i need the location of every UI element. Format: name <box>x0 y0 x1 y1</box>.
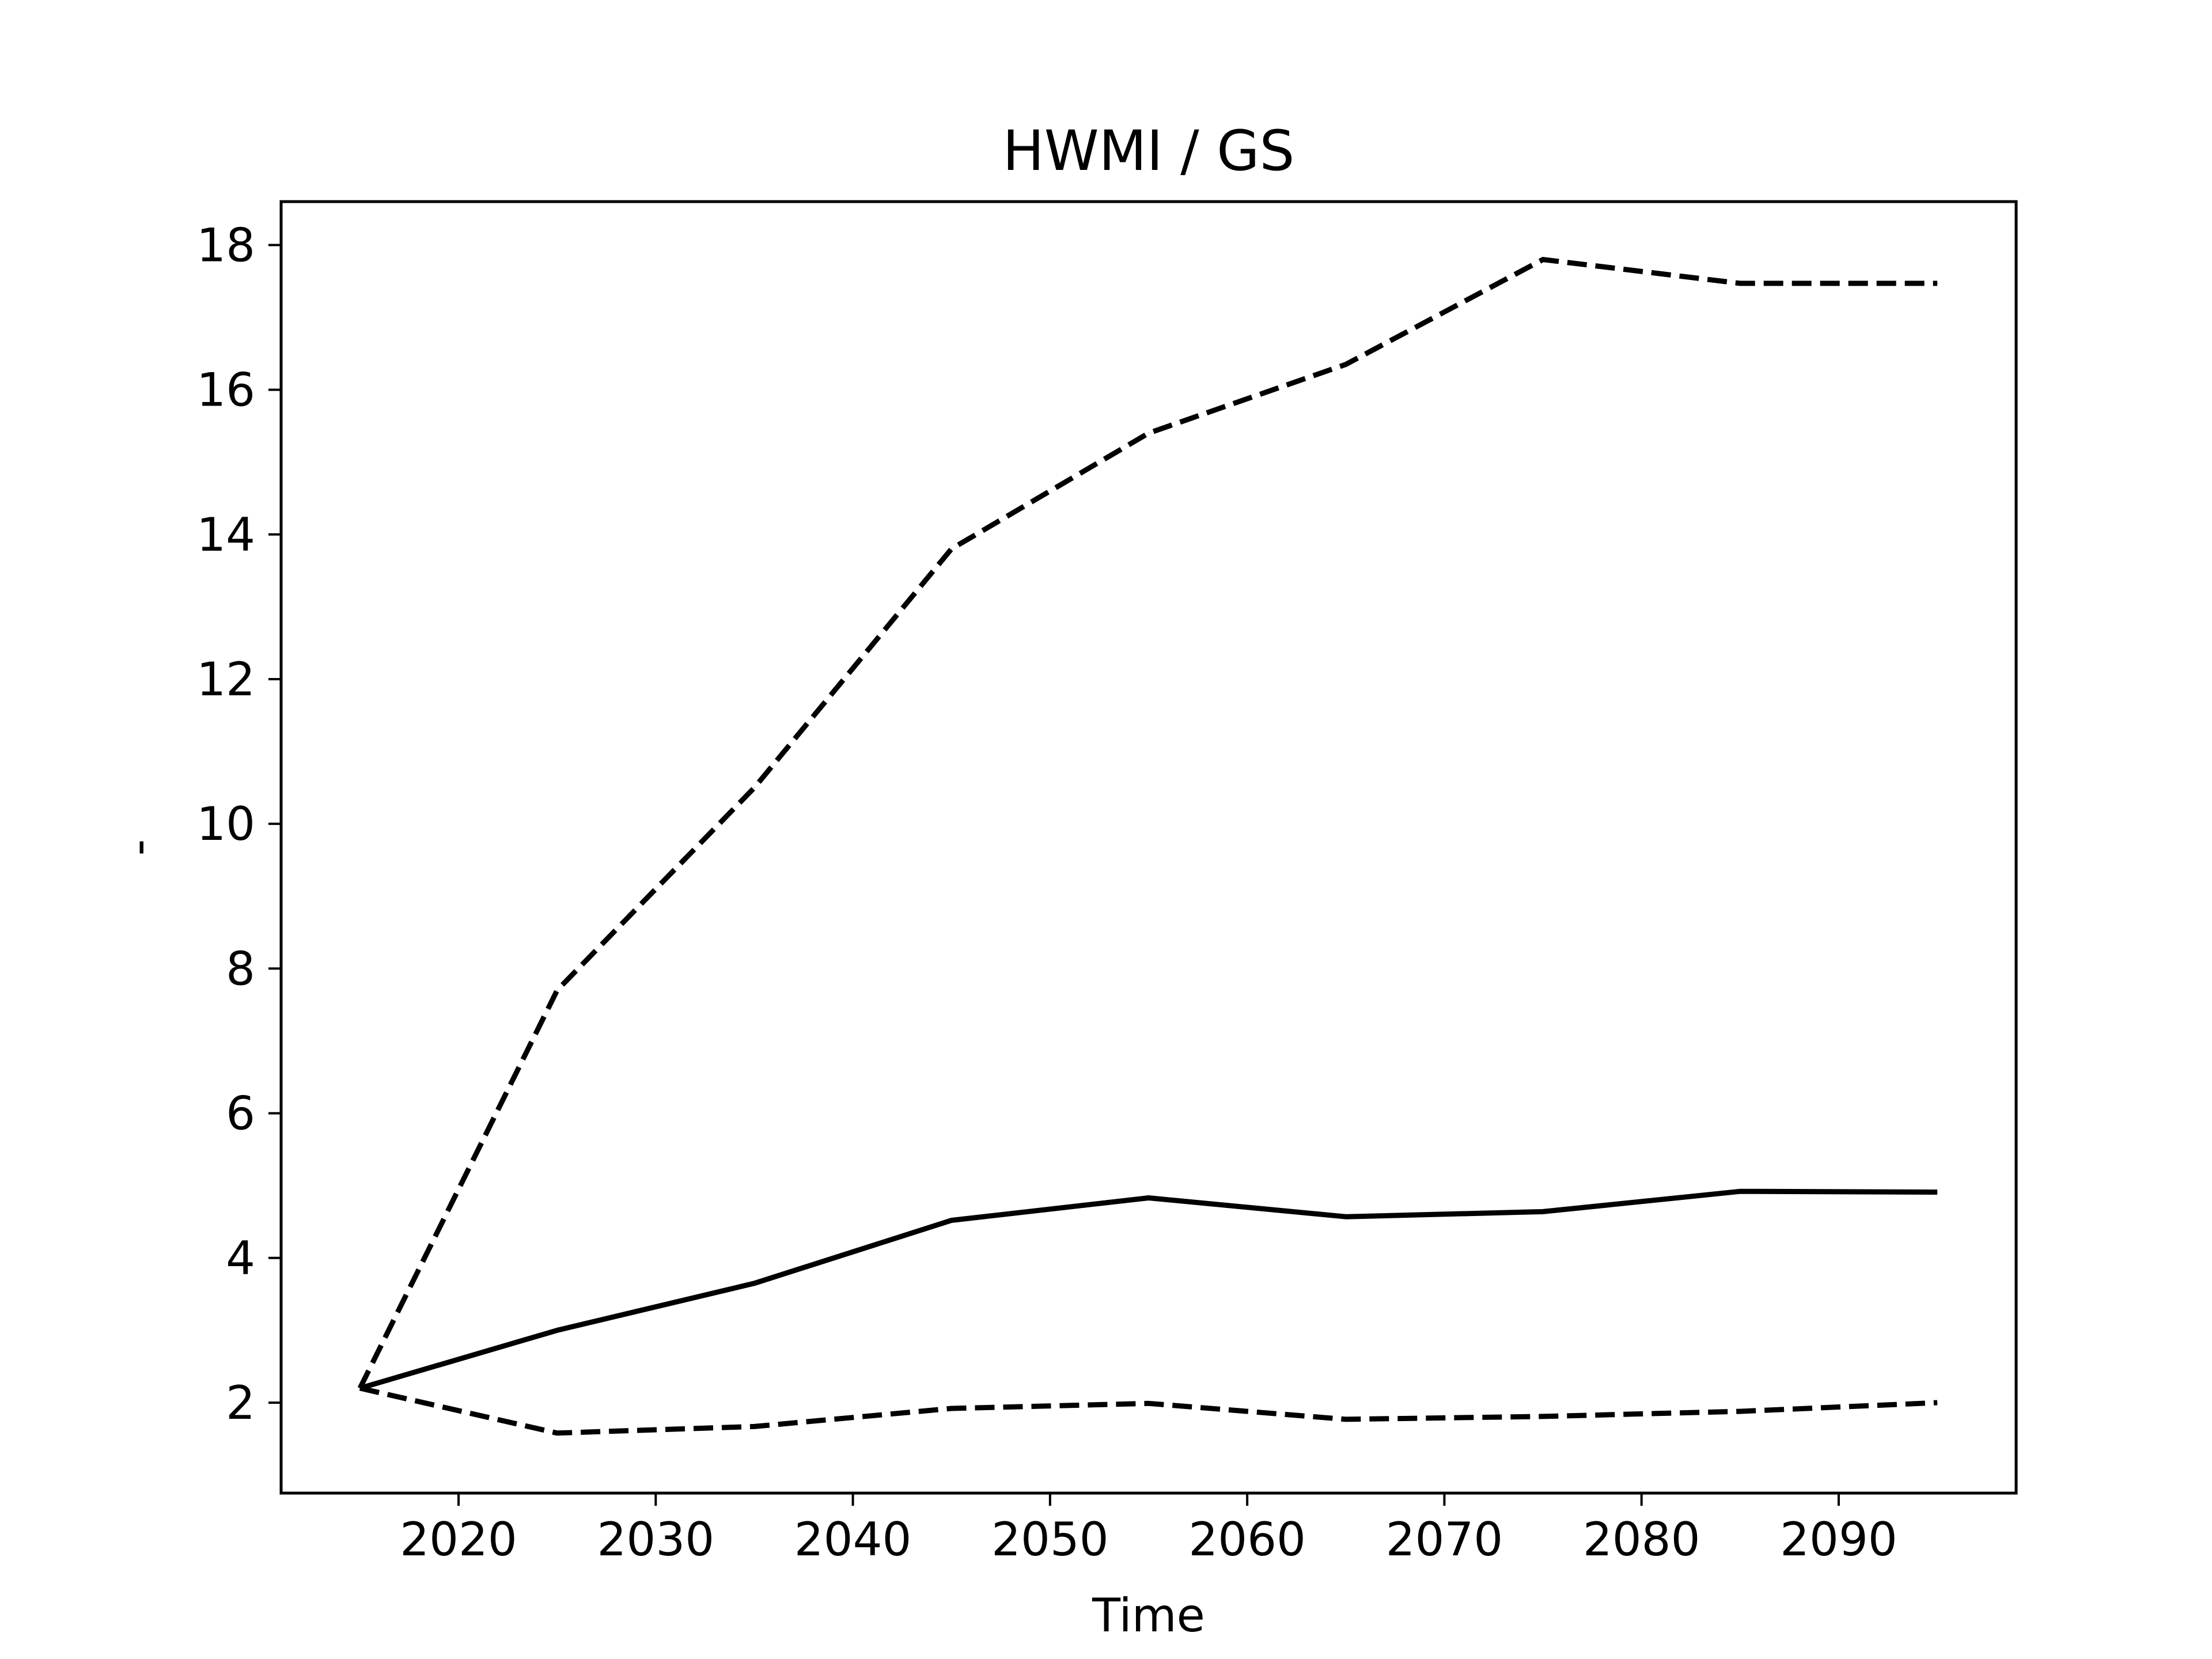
x-tick-label: 2020 <box>400 1513 517 1566</box>
y-axis-title: - <box>112 839 165 856</box>
x-tick-label: 2060 <box>1188 1513 1306 1566</box>
y-tick-label: 2 <box>226 1376 255 1430</box>
y-tick-label: 10 <box>196 797 255 851</box>
x-tick-label: 2040 <box>794 1513 912 1566</box>
y-tick-label: 8 <box>226 942 255 995</box>
series-3-point <box>951 1408 952 1409</box>
x-tick-label: 2070 <box>1386 1513 1503 1566</box>
x-tick-label: 2030 <box>597 1513 715 1566</box>
x-axis: 2020 2030 2040 2050 2060 2070 2080 2090 <box>400 1493 1897 1566</box>
series-1-point <box>556 1330 558 1331</box>
series-3-point <box>1937 1402 1938 1403</box>
y-tick-label: 14 <box>196 508 255 562</box>
series-line-2-dashed <box>357 257 1938 1389</box>
y-axis: 2 4 6 8 10 12 14 16 18 <box>196 218 281 1430</box>
series-2-point <box>951 548 952 550</box>
plot-area-frame <box>279 200 2018 1495</box>
series-layer <box>357 257 1938 1436</box>
x-tick-label: 2090 <box>1780 1513 1897 1566</box>
series-2-point <box>556 990 558 991</box>
series-3-point <box>753 1426 755 1427</box>
y-tick-label: 18 <box>196 218 255 272</box>
y-tick-label: 4 <box>226 1232 255 1285</box>
x-tick-label: 2050 <box>991 1513 1109 1566</box>
chart-title: HWMI / GS <box>1003 119 1295 183</box>
x-axis-title: Time <box>1092 1589 1205 1642</box>
series-1-point <box>951 1219 952 1221</box>
series-2-point <box>753 787 755 788</box>
y-tick-label: 12 <box>196 653 255 706</box>
y-tick-label: 6 <box>226 1087 255 1141</box>
x-tick-label: 2080 <box>1583 1513 1700 1566</box>
y-tick-label: 16 <box>196 363 255 417</box>
